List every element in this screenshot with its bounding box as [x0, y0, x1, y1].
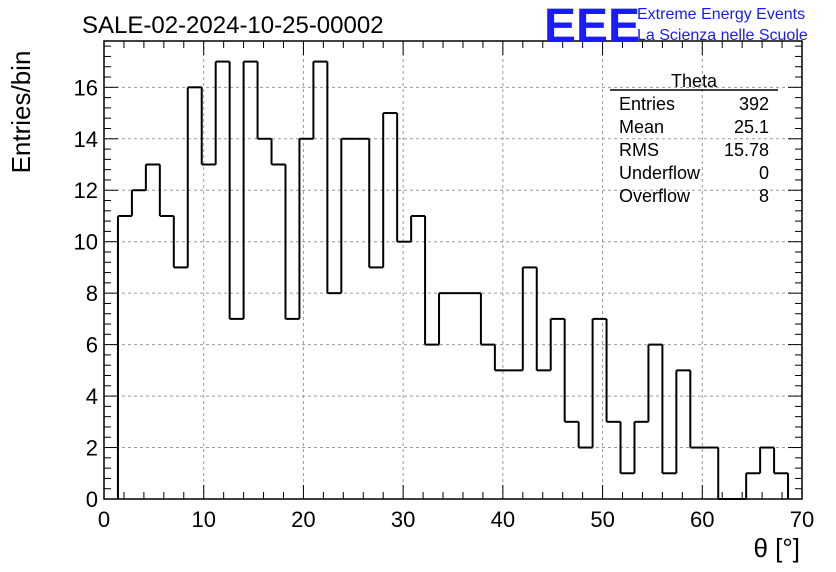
- tick-labels: 0 10 20 30 40 50 60 70 0 2 4 6 8 10 12 14 16: [74, 75, 815, 532]
- stats-value-entries: 392: [739, 94, 769, 114]
- stats-value-underflow: 0: [759, 163, 769, 183]
- plot-frame: [103, 40, 803, 500]
- histogram-bin: [549, 317, 565, 371]
- histogram-bin: [186, 86, 202, 268]
- histogram-bin: [284, 164, 300, 320]
- axis-ticks: [103, 41, 803, 500]
- histogram-bin: [493, 344, 509, 372]
- histogram-bin: [563, 318, 579, 423]
- stats-box: Theta Entries 392 Mean 25.1 RMS 15.78 Un…: [610, 71, 778, 206]
- y-axis-title: Entries/bin: [6, 51, 36, 174]
- histogram-bin: [535, 267, 551, 372]
- stats-label-overflow: Overflow: [619, 186, 691, 206]
- grid-lines: [104, 41, 802, 499]
- histogram-bin: [312, 60, 328, 139]
- histogram-bin: [228, 61, 244, 320]
- y-tick-label: 8: [86, 281, 98, 306]
- x-tick-label: 40: [491, 507, 515, 532]
- histogram-bin: [577, 421, 593, 449]
- stats-value-rms: 15.78: [724, 140, 769, 160]
- stats-label-underflow: Underflow: [619, 163, 701, 183]
- chart-title: SALE-02-2024-10-25-00002: [82, 12, 384, 39]
- histogram-bin: [298, 137, 314, 319]
- histogram-bin: [479, 293, 495, 346]
- y-tick-label: 10: [74, 230, 98, 255]
- histogram-bin: [382, 112, 398, 268]
- histogram-bin: [116, 214, 132, 499]
- logo-line-1: Extreme Energy Events: [637, 6, 805, 23]
- x-tick-label: 70: [790, 507, 814, 532]
- histogram-bin: [270, 138, 286, 166]
- histogram-bin: [521, 266, 537, 371]
- histogram-bin: [647, 343, 663, 422]
- histogram-bin: [158, 164, 174, 217]
- plot-border: [103, 40, 803, 500]
- logo: EEE Extreme Energy Events La Scienza nel…: [544, 0, 808, 53]
- x-tick-label: 10: [191, 507, 215, 532]
- histogram-bin: [368, 138, 384, 269]
- histogram-bin: [773, 447, 789, 475]
- y-tick-label: 12: [74, 178, 98, 203]
- x-tick-label: 50: [590, 507, 614, 532]
- histogram-bin: [256, 61, 272, 140]
- histogram-bin: [200, 87, 216, 166]
- y-tick-label: 0: [86, 487, 98, 512]
- histogram-bin: [130, 189, 146, 216]
- histogram-bin: [214, 60, 230, 165]
- histogram-bin: [745, 472, 761, 499]
- histogram-bin: [424, 215, 440, 346]
- y-tick-label: 4: [86, 384, 98, 409]
- stats-value-overflow: 8: [759, 186, 769, 206]
- histogram-bin: [172, 215, 188, 269]
- y-tick-label: 2: [86, 436, 98, 461]
- stats-label-mean: Mean: [619, 117, 664, 137]
- histogram-bars: [116, 60, 790, 500]
- histogram-bin: [633, 420, 649, 474]
- histogram-bin: [717, 447, 733, 500]
- histogram-bin: [675, 369, 691, 474]
- histogram-bin: [438, 292, 453, 345]
- histogram-bin: [591, 317, 607, 448]
- x-tick-label: 60: [690, 507, 714, 532]
- histogram-bin: [605, 318, 621, 423]
- histogram-bin: [759, 446, 775, 474]
- x-tick-label: 20: [291, 507, 315, 532]
- histogram-bin: [340, 137, 356, 294]
- logo-mark: EEE: [544, 0, 640, 53]
- x-tick-label: 0: [98, 507, 110, 532]
- histogram-bin: [410, 214, 426, 242]
- stats-value-mean: 25.1: [734, 117, 769, 137]
- histogram-bin: [144, 163, 160, 191]
- histogram-bin: [661, 344, 677, 475]
- stats-title: Theta: [671, 71, 718, 91]
- x-tick-label: 30: [391, 507, 415, 532]
- histogram-bin: [689, 370, 705, 449]
- stats-label-rms: RMS: [619, 140, 659, 160]
- x-axis-title: θ [°]: [753, 533, 800, 563]
- stats-label-entries: Entries: [619, 94, 675, 114]
- histogram-bin: [619, 421, 635, 475]
- histogram-bin: [396, 113, 412, 243]
- y-tick-label: 6: [86, 333, 98, 358]
- histogram-bin: [242, 60, 258, 319]
- logo-line-2: La Scienza nelle Scuole: [637, 27, 808, 44]
- y-tick-label: 14: [74, 127, 98, 152]
- histogram-bin: [326, 61, 342, 295]
- y-tick-label: 16: [74, 75, 98, 100]
